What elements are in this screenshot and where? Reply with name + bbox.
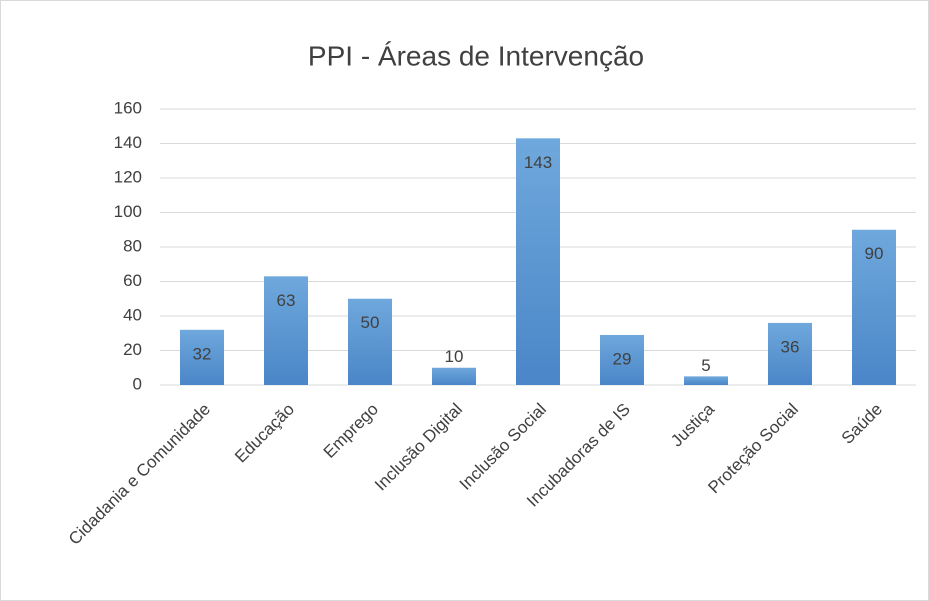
bar bbox=[516, 138, 560, 385]
y-tick-label: 60 bbox=[123, 271, 142, 290]
data-label: 5 bbox=[701, 356, 710, 375]
bar bbox=[600, 334, 644, 385]
data-label: 90 bbox=[865, 244, 884, 263]
y-tick-label: 160 bbox=[114, 98, 142, 117]
bar bbox=[684, 376, 728, 385]
data-label: 29 bbox=[613, 349, 632, 368]
bar bbox=[852, 229, 896, 385]
bar bbox=[768, 322, 812, 385]
data-label: 10 bbox=[445, 347, 464, 366]
bar bbox=[432, 367, 476, 385]
chart-title: PPI - Áreas de Intervenção bbox=[308, 40, 644, 71]
y-tick-label: 120 bbox=[114, 167, 142, 186]
y-tick-label: 40 bbox=[123, 305, 142, 324]
y-tick-label: 100 bbox=[114, 202, 142, 221]
data-label: 36 bbox=[781, 337, 800, 356]
bar bbox=[264, 276, 308, 385]
bar bbox=[348, 298, 392, 385]
y-tick-label: 140 bbox=[114, 133, 142, 152]
y-tick-label: 0 bbox=[133, 374, 142, 393]
y-tick-label: 80 bbox=[123, 236, 142, 255]
data-label: 32 bbox=[193, 344, 212, 363]
bar bbox=[180, 329, 224, 385]
data-label: 143 bbox=[524, 153, 552, 172]
y-tick-label: 20 bbox=[123, 340, 142, 359]
data-label: 63 bbox=[277, 291, 296, 310]
data-label: 50 bbox=[361, 313, 380, 332]
